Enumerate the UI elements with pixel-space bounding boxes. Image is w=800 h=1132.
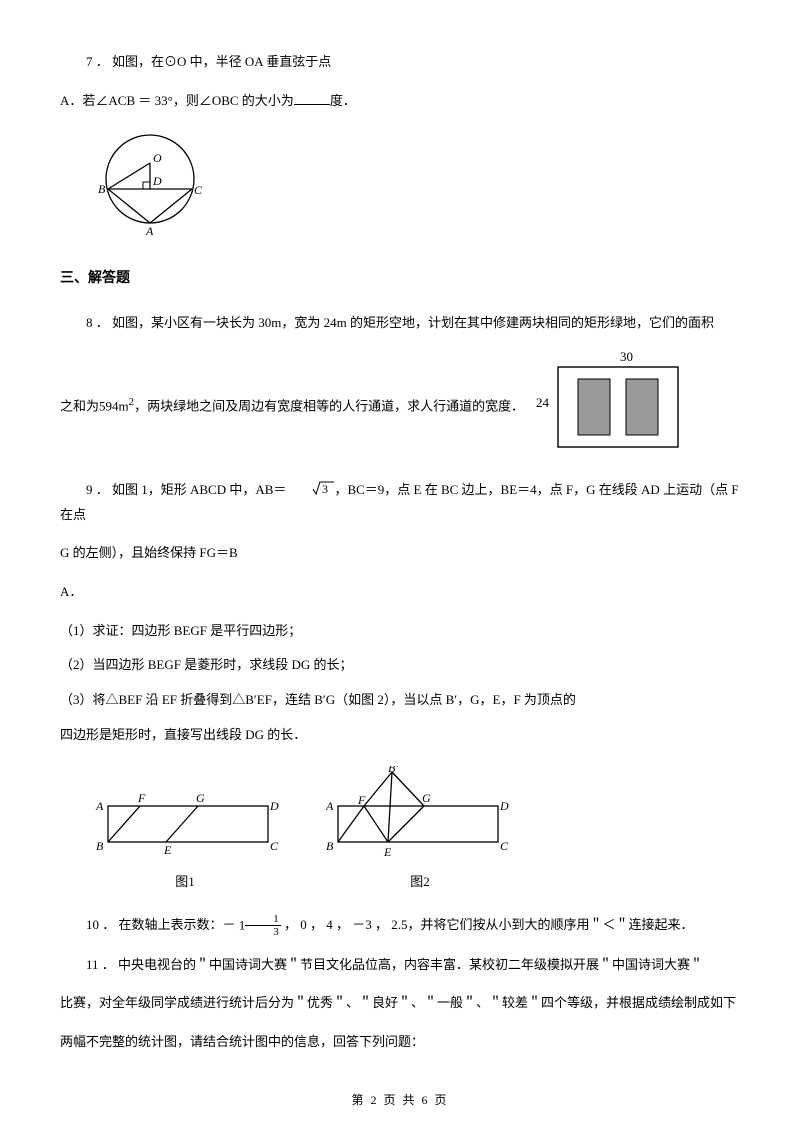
label-o: O	[153, 151, 162, 165]
svg-text:3: 3	[322, 482, 328, 496]
svg-text:A: A	[95, 799, 104, 813]
svg-text:B: B	[326, 839, 334, 853]
q8-line2a: 之和为	[60, 399, 99, 414]
q7-line2: A．若∠ACB ＝ 33°，则∠OBC 的大小为 度．	[60, 89, 740, 114]
svg-text:C: C	[500, 839, 509, 853]
svg-text:G: G	[196, 791, 205, 805]
q8-line2-row: 之和为594m2，两块绿地之间及周边有宽度相等的人行通道，求人行通道的宽度． 3…	[60, 349, 740, 462]
q9-sub3b: 四边形是矩形时，直接写出线段 DG 的长．	[60, 723, 740, 748]
q11-line1: 11 ． 中央电视台的＂中国诗词大赛＂节目文化品位高，内容丰富．某校初二年级模拟…	[60, 953, 740, 978]
svg-text:B: B	[96, 839, 104, 853]
label-a: A	[145, 224, 154, 237]
label-30: 30	[620, 349, 633, 364]
section-3-title: 三、解答题	[60, 266, 740, 293]
figure-circle: O D B C A	[90, 127, 740, 246]
q10-rest: ， 0 ， 4 ， －3 ， 2.5，并将它们按从小到大的顺序用＂＜＂连接起来．	[284, 917, 694, 932]
q9-line3: A．	[60, 580, 740, 605]
q10-frac: 13	[245, 913, 281, 938]
q8-area: 594m	[99, 399, 129, 414]
label-b: B	[98, 182, 106, 196]
q11-line3: 两幅不完整的统计图，请结合统计图中的信息，回答下列问题：	[60, 1030, 740, 1055]
svg-text:E: E	[163, 843, 172, 857]
svg-text:B′: B′	[388, 766, 398, 775]
svg-text:F: F	[137, 791, 146, 805]
figure-two-rects: 30 24	[530, 349, 690, 462]
label-d: D	[152, 174, 162, 188]
svg-text:G: G	[422, 791, 431, 805]
q8-line1: 8 ． 如图，某小区有一块长为 30m，宽为 24m 的矩形空地，计划在其中修建…	[60, 311, 740, 336]
q9-sub3a: （3）将△BEF 沿 EF 折叠得到△B′EF，连结 B′G（如图 2），当以点…	[60, 688, 740, 713]
caption-fig1: 图1	[90, 870, 280, 895]
label-24: 24	[536, 395, 550, 410]
label-c: C	[194, 183, 203, 197]
q7-line2a: A．若∠ACB ＝ 33°，则∠OBC 的大小为	[60, 93, 294, 108]
q7-line2b: 度．	[330, 93, 356, 108]
q9-line1: 9 ． 如图 1，矩形 ABCD 中，AB＝3，BC＝9，点 E 在 BC 边上…	[60, 478, 740, 527]
q10-pre: 10 ． 在数轴上表示数：－	[86, 917, 236, 932]
q9-sub1: （1）求证：四边形 BEGF 是平行四边形；	[60, 619, 740, 644]
svg-text:C: C	[270, 839, 279, 853]
blank-fill	[294, 91, 330, 105]
q8-line2b: ，两块绿地之间及周边有宽度相等的人行通道，求人行通道的宽度．	[134, 399, 524, 414]
q7-line1: 7 ． 如图，在⊙O 中，半径 OA 垂直弦于点	[60, 50, 740, 75]
sqrt3: 3	[286, 478, 334, 503]
svg-text:F: F	[357, 793, 366, 807]
figure-pair: A F G D B E C 图1 A F G D B E C B′ 图2	[90, 766, 740, 895]
svg-text:A: A	[325, 799, 334, 813]
svg-text:E: E	[383, 845, 392, 858]
svg-text:D: D	[499, 799, 509, 813]
q10: 10 ． 在数轴上表示数：－ 113 ， 0 ， 4 ， －3 ， 2.5，并将…	[60, 913, 740, 939]
q9-sub2: （2）当四边形 BEGF 是菱形时，求线段 DG 的长；	[60, 653, 740, 678]
q9-line1a: 9 ． 如图 1，矩形 ABCD 中，AB＝	[86, 482, 286, 497]
caption-fig2: 图2	[320, 870, 520, 895]
q11-line2: 比赛，对全年级同学成绩进行统计后分为＂优秀＂、＂良好＂、＂一般＂、＂较差＂四个等…	[60, 991, 740, 1016]
svg-text:D: D	[269, 799, 279, 813]
q9-line2: G 的左侧），且始终保持 FG＝B	[60, 541, 740, 566]
page-footer: 第 2 页 共 6 页	[0, 1089, 800, 1112]
